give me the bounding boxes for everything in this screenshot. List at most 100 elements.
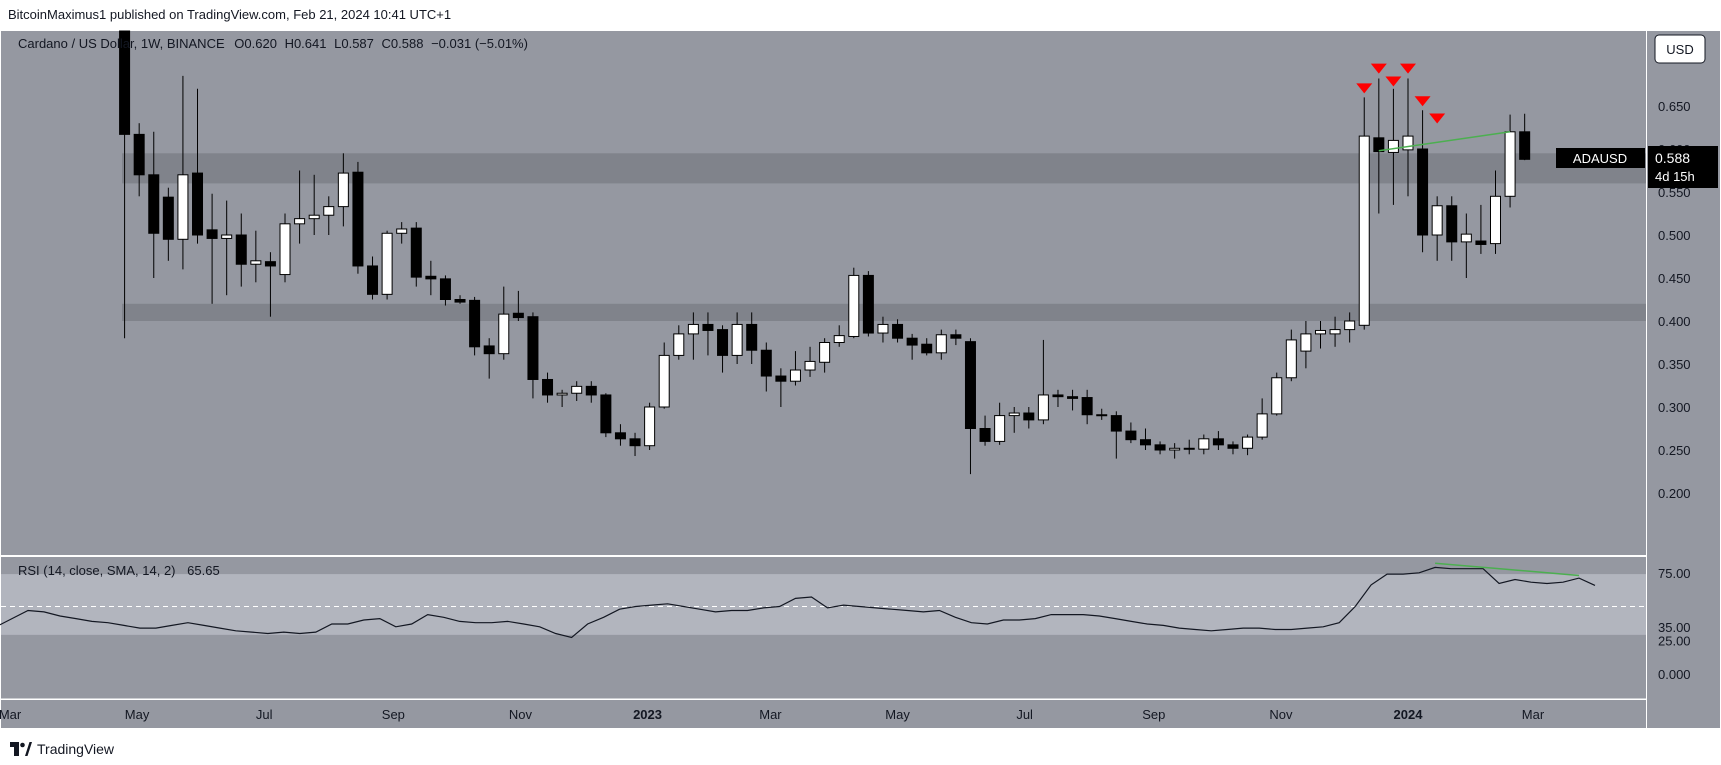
candle-body bbox=[1460, 233, 1472, 243]
candle-body bbox=[1314, 329, 1326, 335]
candle-body bbox=[1081, 397, 1093, 416]
candle-body bbox=[1402, 135, 1414, 151]
red-down-marker bbox=[1370, 63, 1387, 74]
rsi-tick-label: 75.00 bbox=[1658, 566, 1691, 581]
top-bar: BitcoinMaximus1 published on TradingView… bbox=[0, 0, 1721, 30]
price-tick-label: 0.350 bbox=[1658, 357, 1691, 372]
candle-body bbox=[1431, 205, 1443, 236]
candle-body bbox=[527, 316, 539, 380]
candle-body bbox=[731, 323, 743, 356]
candle-body bbox=[279, 223, 291, 276]
candle-body bbox=[629, 438, 641, 447]
candle-body bbox=[1198, 438, 1210, 450]
candle-body bbox=[556, 392, 568, 396]
currency-button[interactable]: USD bbox=[1654, 34, 1706, 64]
candle-body bbox=[294, 218, 306, 225]
red-down-marker bbox=[1399, 63, 1416, 74]
price-zone bbox=[122, 153, 1646, 184]
symbol-tag-label: ADAUSD bbox=[1573, 151, 1627, 166]
ohlc-line: Cardano / US Dollar, 1W, BINANCE O0.620 … bbox=[18, 36, 528, 51]
candle-body bbox=[935, 334, 947, 354]
time-axis-labels: Mar May Jul Sep Nov 2023 Mar May Jul Sep Nov 2024 Ma… bbox=[0, 707, 1545, 722]
open-value: 0.620 bbox=[244, 36, 277, 51]
chart-canvas[interactable]: Mar May Jul Sep Nov 2023 Mar May Jul Sep Nov 2024 Ma… bbox=[0, 30, 1721, 730]
candle-body bbox=[1067, 396, 1079, 399]
candle-body bbox=[1504, 131, 1516, 197]
price-tick-label: 0.300 bbox=[1658, 400, 1691, 415]
time-tick-label: Sep bbox=[382, 707, 405, 722]
price-trendline bbox=[1378, 131, 1511, 152]
tradingview-logo-icon[interactable] bbox=[10, 742, 32, 756]
candle-body bbox=[673, 333, 685, 356]
pane-separator[interactable] bbox=[0, 555, 1721, 557]
candle-body bbox=[1344, 320, 1356, 331]
time-tick-label: 2023 bbox=[633, 707, 662, 722]
low-label: L bbox=[334, 36, 341, 51]
red-down-marker bbox=[1356, 83, 1373, 94]
rsi-legend[interactable]: RSI (14, close, SMA, 14, 2) 65.65 bbox=[18, 563, 220, 578]
candle-body bbox=[1256, 413, 1268, 438]
time-tick-label: 2024 bbox=[1394, 707, 1424, 722]
candle-body bbox=[789, 369, 801, 382]
time-tick-label: Mar bbox=[759, 707, 782, 722]
candle-body bbox=[250, 260, 262, 265]
currency-label: USD bbox=[1666, 42, 1693, 57]
time-tick-label: Jul bbox=[1016, 707, 1033, 722]
rsi-tick-label: 0.000 bbox=[1658, 667, 1691, 682]
candle-body bbox=[804, 360, 816, 371]
candle-body bbox=[410, 227, 422, 278]
candle-body bbox=[644, 406, 656, 447]
candle-body bbox=[833, 335, 845, 343]
candle-body bbox=[979, 428, 991, 442]
time-tick-label: Mar bbox=[1522, 707, 1545, 722]
candle-body bbox=[367, 265, 379, 295]
candle-body bbox=[1052, 394, 1064, 398]
price-tick-label: 0.400 bbox=[1658, 314, 1691, 329]
candle-body bbox=[1446, 205, 1458, 243]
time-axis[interactable] bbox=[1, 700, 1646, 728]
time-tick-label: May bbox=[125, 707, 150, 722]
price-zone bbox=[122, 303, 1646, 321]
rsi-label: RSI (14, close, SMA, 14, 2) bbox=[18, 563, 176, 578]
price-pane-bg bbox=[1, 31, 1646, 555]
last-price-tag: ADAUSD 0.588 4d 15h bbox=[1556, 146, 1718, 188]
candle-body bbox=[1373, 137, 1385, 153]
top-markers bbox=[1356, 63, 1446, 124]
rsi-tick-label: 25.00 bbox=[1658, 633, 1691, 648]
candle-body bbox=[571, 385, 583, 394]
candle-body bbox=[483, 345, 495, 355]
candle-body bbox=[746, 323, 758, 351]
price-tick-label: 0.450 bbox=[1658, 271, 1691, 286]
candle-body bbox=[775, 375, 787, 382]
trendlines bbox=[1378, 131, 1511, 152]
candle-body bbox=[498, 313, 510, 355]
time-tick-label: Nov bbox=[1269, 707, 1293, 722]
high-label: H bbox=[285, 36, 294, 51]
candle-body bbox=[1475, 240, 1487, 245]
price-tag-countdown: 4d 15h bbox=[1655, 169, 1695, 184]
candle-body bbox=[177, 174, 189, 240]
rsi-tick-label: 35.00 bbox=[1658, 620, 1691, 635]
currency-button-bg bbox=[1654, 34, 1706, 64]
rsi-indicator bbox=[0, 562, 1646, 639]
candle-body bbox=[337, 172, 349, 208]
symbol-legend[interactable]: Cardano / US Dollar, 1W, BINANCE O0.620 … bbox=[18, 36, 528, 51]
price-tag-bg bbox=[1648, 146, 1718, 188]
candle-body bbox=[308, 214, 320, 220]
candle-body bbox=[1183, 447, 1195, 450]
candle-body bbox=[454, 299, 466, 303]
rsi-legend-line: RSI (14, close, SMA, 14, 2) 65.65 bbox=[18, 563, 220, 578]
time-tick-label: Sep bbox=[1142, 707, 1165, 722]
candle-body bbox=[439, 278, 451, 300]
candle-body bbox=[1125, 430, 1137, 441]
price-tick-label: 0.250 bbox=[1658, 443, 1691, 458]
candle-body bbox=[1139, 439, 1151, 446]
candle-body bbox=[206, 229, 218, 239]
price-tick-label: 0.650 bbox=[1658, 99, 1691, 114]
candle-body bbox=[892, 323, 904, 339]
price-tag-value: 0.588 bbox=[1655, 150, 1690, 166]
candle-body bbox=[1110, 415, 1122, 432]
footer: TradingView bbox=[0, 733, 1721, 765]
candle-body bbox=[877, 323, 889, 334]
